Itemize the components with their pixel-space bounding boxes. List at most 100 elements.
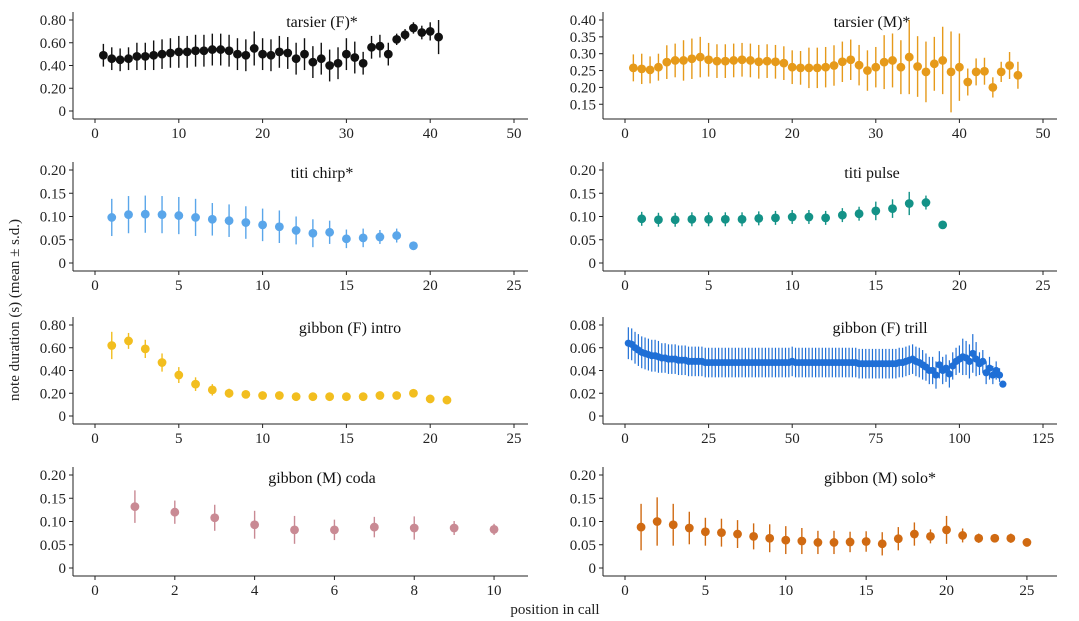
x-tick-label: 25 <box>1019 583 1034 599</box>
data-point <box>107 341 117 350</box>
data-point <box>720 214 730 224</box>
data-point <box>804 212 814 222</box>
panel-5: 0 0.20 0.40 0.60 0.80 0 5 10 15 20 25 gibbon (F) in… <box>40 317 528 447</box>
data-point <box>974 533 984 543</box>
data-point <box>383 49 393 59</box>
x-tick-label: 20 <box>952 278 967 294</box>
data-point <box>804 63 814 73</box>
data-point <box>358 233 368 243</box>
x-tick-label: 25 <box>507 431 522 447</box>
y-tick-label: 0 <box>59 409 67 425</box>
panel-title: gibbon (M) solo* <box>824 470 936 487</box>
data-point <box>274 222 284 232</box>
y-tick-label: 0.10 <box>570 515 596 531</box>
data-point <box>170 507 180 517</box>
x-tick-label: 20 <box>939 583 954 599</box>
y-tick-label: 0.04 <box>570 364 597 380</box>
data-point <box>241 50 251 60</box>
x-tick-label: 75 <box>868 431 883 447</box>
data-point <box>375 41 385 51</box>
data-point <box>720 56 730 66</box>
data-point <box>1022 538 1032 547</box>
data-point <box>325 392 335 402</box>
data-point <box>358 58 368 68</box>
data-point <box>754 57 764 67</box>
data-point <box>233 49 242 59</box>
data-point <box>358 392 368 402</box>
data-point <box>945 370 953 378</box>
data-point <box>733 529 742 539</box>
data-point <box>140 209 150 219</box>
data-point <box>308 392 318 402</box>
data-point <box>687 54 697 64</box>
y-tick-label: 0.20 <box>570 80 596 96</box>
data-point <box>985 364 994 372</box>
y-tick-label: 0 <box>589 561 597 577</box>
x-tick-label: 10 <box>487 583 502 599</box>
panel-title: titi pulse <box>844 165 900 182</box>
data-point <box>704 214 713 224</box>
data-point <box>182 47 192 57</box>
x-tick-label: 0 <box>621 278 629 294</box>
data-point <box>124 210 133 220</box>
data-point <box>921 198 931 207</box>
x-tick-label: 20 <box>423 431 438 447</box>
data-point <box>174 47 184 57</box>
y-tick-label: 0.02 <box>570 386 596 402</box>
x-tick-label: 50 <box>785 431 800 447</box>
data-point <box>442 395 452 405</box>
data-point <box>274 391 284 400</box>
data-point <box>846 55 856 65</box>
x-tick-label: 50 <box>1036 126 1051 142</box>
data-point <box>684 523 694 533</box>
data-point <box>746 56 755 65</box>
x-axis-label: position in call <box>510 602 599 618</box>
data-point <box>283 48 293 58</box>
data-point <box>737 55 747 65</box>
data-point <box>888 204 897 213</box>
data-point <box>1005 61 1014 70</box>
data-point <box>999 380 1007 388</box>
x-tick-label: 30 <box>339 126 354 142</box>
data-point <box>662 57 672 67</box>
x-tick-label: 25 <box>507 278 522 294</box>
y-tick-label: 0.15 <box>40 491 66 507</box>
data-point <box>375 391 385 400</box>
data-point <box>737 214 747 224</box>
y-tick-label: 0.15 <box>570 186 596 202</box>
data-point <box>400 30 410 40</box>
data-point <box>290 525 299 535</box>
data-point <box>124 54 133 64</box>
data-point <box>796 63 805 73</box>
data-point <box>350 53 360 62</box>
data-point <box>909 529 919 539</box>
x-tick-label: 0 <box>91 583 99 599</box>
x-tick-label: 6 <box>331 583 339 599</box>
x-tick-label: 10 <box>255 278 270 294</box>
data-point <box>628 63 638 73</box>
data-point <box>107 213 117 222</box>
data-point <box>367 42 376 52</box>
x-tick-label: 0 <box>91 278 99 294</box>
data-point <box>871 62 881 72</box>
x-tick-label: 25 <box>701 431 716 447</box>
data-point <box>996 67 1006 77</box>
data-point <box>224 216 234 226</box>
data-point <box>926 531 935 541</box>
y-tick-label: 0.05 <box>40 233 66 249</box>
data-point <box>687 214 697 224</box>
panel-8: 0 0.05 0.10 0.15 0.20 0 5 10 15 20 25 gibbon (M) so… <box>570 467 1057 599</box>
data-point <box>938 220 948 230</box>
data-point <box>258 391 267 400</box>
data-point <box>636 522 646 532</box>
x-tick-label: 8 <box>410 583 418 599</box>
y-tick-label: 0.10 <box>570 210 596 226</box>
data-point <box>224 46 234 56</box>
data-point <box>771 57 780 67</box>
data-point <box>342 49 351 59</box>
data-point <box>166 48 175 58</box>
data-point <box>779 58 789 68</box>
y-tick-label: 0.25 <box>570 64 596 80</box>
